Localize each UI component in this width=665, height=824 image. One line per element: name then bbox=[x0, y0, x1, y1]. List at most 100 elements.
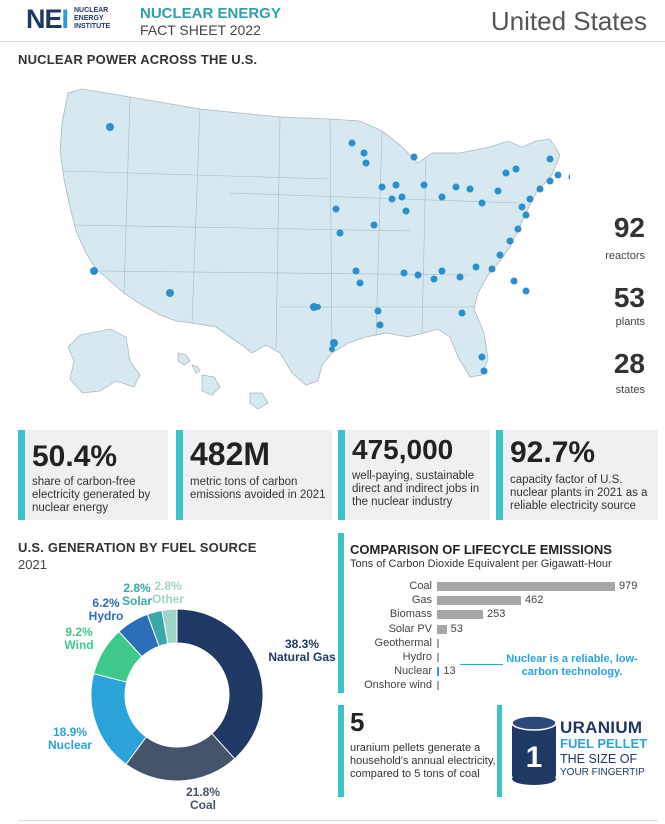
footer-divider bbox=[18, 820, 658, 821]
label-nuclear: 18.9% Nuclear bbox=[40, 726, 100, 752]
stat-card-value: 92.7% bbox=[510, 436, 596, 469]
plant-marker bbox=[480, 367, 488, 375]
plant-marker bbox=[388, 195, 396, 203]
generation-year: 2021 bbox=[18, 557, 47, 572]
emissions-row-label: Nuclear bbox=[394, 665, 432, 678]
solar-name: Solar bbox=[122, 594, 153, 608]
fingertip-text: YOUR FINGERTIP bbox=[560, 767, 645, 778]
coal-name: Coal bbox=[189, 798, 216, 812]
plant-marker bbox=[166, 289, 174, 297]
plant-marker bbox=[510, 277, 518, 285]
plant-marker bbox=[402, 207, 410, 215]
plant-marker bbox=[518, 203, 526, 211]
stat-card-desc: well-paying, sustainable direct and indi… bbox=[352, 470, 480, 508]
plant-marker bbox=[360, 149, 368, 157]
plants-count: 53 bbox=[613, 282, 645, 313]
plant-marker bbox=[332, 205, 340, 213]
logo-mark: NEI bbox=[26, 4, 69, 34]
emissions-value: 53 bbox=[450, 622, 463, 635]
plant-marker bbox=[496, 251, 504, 259]
emissions-row-label: Coal bbox=[409, 580, 432, 592]
nuclear-callout: Nuclear is a reliable, low-carbon techno… bbox=[506, 653, 638, 678]
pellet-number: 1 bbox=[526, 741, 543, 774]
emissions-bar bbox=[437, 596, 521, 606]
emissions-row: Onshore wind bbox=[340, 679, 660, 692]
stat-card-capacity-factor: 92.7% capacity factor of U.S. nuclear pl… bbox=[496, 430, 658, 520]
pellet-accent bbox=[497, 705, 502, 797]
stat-card-accent bbox=[338, 430, 345, 520]
stat-card-accent bbox=[176, 430, 183, 520]
stat-card-accent bbox=[18, 430, 25, 520]
stat-card-value: 482M bbox=[190, 436, 271, 472]
plant-marker bbox=[546, 177, 554, 185]
contiguous-us-shape bbox=[59, 88, 561, 386]
uranium-accent bbox=[338, 705, 344, 797]
solar-pct: 2.8% bbox=[123, 581, 151, 595]
emissions-row: Coal 979 bbox=[340, 580, 660, 593]
emissions-accent bbox=[338, 533, 344, 693]
plant-marker bbox=[512, 165, 520, 173]
plant-marker bbox=[106, 123, 114, 131]
plant-marker bbox=[458, 309, 466, 317]
emissions-bar bbox=[437, 667, 440, 677]
emissions-row: Nuclear 13 bbox=[340, 665, 660, 678]
plant-marker bbox=[356, 279, 364, 287]
stat-card-value: 50.4% bbox=[32, 440, 118, 473]
country-name: United States bbox=[490, 6, 647, 36]
plant-marker bbox=[370, 221, 378, 229]
stat-card-value: 475,000 bbox=[352, 434, 454, 465]
emissions-bar bbox=[437, 653, 439, 662]
wind-name: Wind bbox=[64, 638, 94, 652]
states-count: 28 bbox=[613, 348, 645, 379]
plant-marker bbox=[522, 287, 530, 295]
states-label: states bbox=[615, 384, 645, 396]
other-name: Other bbox=[151, 592, 184, 606]
stat-card-desc: capacity factor of U.S. nuclear plants i… bbox=[510, 474, 648, 512]
emissions-bar bbox=[437, 610, 483, 620]
size-of-text: THE SIZE OF bbox=[560, 752, 638, 766]
plant-marker bbox=[430, 275, 438, 283]
nuclear-callout-line bbox=[460, 664, 503, 665]
emissions-title: COMPARISON OF LIFECYCLE EMISSIONS bbox=[350, 542, 612, 557]
plant-marker bbox=[546, 155, 554, 163]
emissions-row-label: Onshore wind bbox=[364, 679, 432, 692]
donut-slice-natural-gas bbox=[176, 608, 264, 760]
emissions-row-label: Hydro bbox=[402, 651, 432, 663]
plant-marker bbox=[506, 237, 514, 245]
plant-marker bbox=[374, 307, 382, 315]
hawaii-shape bbox=[177, 352, 269, 410]
fuel-pellet-heading: FUEL PELLET bbox=[560, 736, 648, 751]
generation-donut-chart bbox=[90, 608, 264, 782]
fact-sheet-subtitle: FACT SHEET 2022 bbox=[140, 22, 261, 38]
emissions-bar bbox=[437, 582, 615, 591]
hydro-pct: 6.2% bbox=[92, 596, 120, 610]
nei-logo[interactable]: NEI NUCLEAR ENERGY INSTITUTE bbox=[26, 4, 130, 38]
plant-marker bbox=[466, 185, 474, 193]
emissions-row-label: Geothermal bbox=[374, 636, 432, 649]
plant-marker bbox=[352, 267, 360, 275]
plant-marker bbox=[336, 229, 344, 237]
donut-slice-other bbox=[161, 608, 178, 645]
map-section-title: NUCLEAR POWER ACROSS THE U.S. bbox=[18, 52, 258, 67]
donut-slices bbox=[90, 608, 264, 782]
plant-marker bbox=[452, 183, 460, 191]
emissions-value: 462 bbox=[525, 594, 544, 607]
plant-marker bbox=[472, 263, 480, 271]
stat-card-carbon-free-share: 50.4% share of carbon-free electricity g… bbox=[18, 430, 168, 520]
hydro-name: Hydro bbox=[88, 609, 124, 623]
emissions-value: 253 bbox=[487, 608, 506, 621]
label-natural-gas: 38.3% Natural Gas bbox=[262, 638, 342, 664]
emissions-subtitle: Tons of Carbon Dioxide Equivalent per Gi… bbox=[350, 558, 612, 570]
plant-marker bbox=[330, 339, 338, 347]
label-wind: 9.2% Wind bbox=[54, 626, 104, 652]
plant-marker bbox=[420, 181, 428, 189]
plant-marker bbox=[456, 273, 464, 281]
plant-marker bbox=[90, 267, 98, 275]
alaska-shape bbox=[67, 328, 141, 394]
plant-marker bbox=[329, 346, 335, 352]
plant-marker bbox=[526, 195, 534, 203]
label-coal: 21.8% Coal bbox=[178, 786, 228, 812]
uranium-desc: uranium pellets generate a household's a… bbox=[350, 742, 496, 780]
plant-marker bbox=[502, 169, 510, 177]
nuclear-name: Nuclear bbox=[47, 738, 93, 752]
